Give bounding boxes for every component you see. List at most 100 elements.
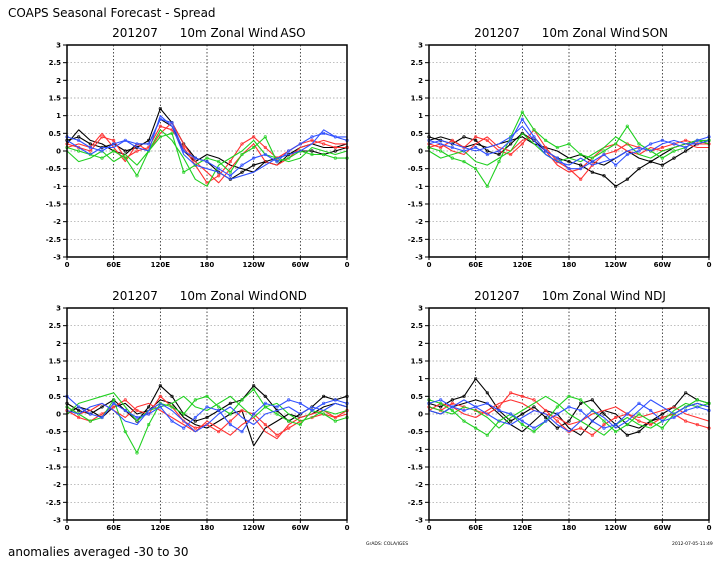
data-point: [228, 401, 232, 406]
data-point: [100, 405, 104, 409]
data-point: [590, 170, 594, 174]
series-line: [428, 125, 710, 166]
data-point: [310, 149, 314, 153]
y-tick-label: -2: [53, 481, 61, 489]
data-point: [450, 145, 454, 150]
data-point: [532, 398, 536, 402]
data-point: [660, 156, 664, 160]
data-point: [485, 433, 489, 437]
data-point: [660, 145, 664, 150]
x-tick-label: 0: [427, 261, 432, 269]
data-point: [532, 128, 536, 132]
data-point: [135, 408, 139, 413]
series-line: [428, 399, 710, 426]
data-point: [135, 149, 139, 153]
data-point: [170, 394, 174, 398]
data-point: [485, 184, 489, 188]
data-point: [590, 419, 594, 423]
data-point: [672, 142, 676, 146]
data-point: [263, 423, 267, 427]
data-point: [462, 149, 466, 153]
data-point: [450, 401, 454, 406]
data-point: [263, 135, 267, 139]
data-point: [660, 426, 664, 430]
data-point: [555, 426, 559, 430]
data-point: [602, 149, 606, 153]
data-point: [100, 135, 104, 139]
data-point: [263, 145, 267, 150]
data-point: [217, 174, 221, 178]
footer-timestamp: 2012-07-05-11:49: [672, 541, 713, 547]
data-point: [170, 121, 174, 125]
y-tick-label: -0.5: [408, 428, 423, 436]
data-point: [205, 181, 209, 185]
x-tick-label: 60W: [654, 261, 672, 269]
data-point: [287, 419, 291, 423]
data-point: [205, 394, 209, 398]
data-point: [240, 163, 244, 167]
data-point: [228, 160, 232, 164]
data-point: [310, 408, 314, 413]
data-point: [158, 135, 162, 139]
data-point: [112, 142, 116, 146]
data-point: [158, 405, 162, 409]
data-point: [322, 142, 326, 146]
data-point: [287, 156, 291, 160]
data-point: [544, 419, 548, 423]
data-point: [112, 398, 116, 402]
panel-title-part: 10m Zonal Wind: [542, 26, 641, 40]
data-point: [509, 412, 513, 416]
data-point: [450, 398, 454, 402]
x-tick-label: 60E: [468, 524, 483, 532]
data-point: [579, 426, 583, 430]
data-point: [88, 412, 92, 416]
data-point: [147, 423, 151, 427]
data-point: [567, 394, 571, 398]
y-tick-label: -1.5: [408, 201, 423, 209]
data-point: [135, 419, 139, 423]
data-point: [462, 419, 466, 423]
y-tick-label: -1: [53, 446, 61, 454]
x-tick-label: 0: [427, 524, 432, 532]
y-tick-label: -1: [53, 183, 61, 191]
data-point: [123, 156, 127, 160]
y-tick-label: -2.5: [46, 499, 61, 507]
data-point: [77, 138, 81, 142]
x-tick-label: 60W: [292, 261, 310, 269]
data-point: [135, 174, 139, 178]
data-point: [544, 149, 548, 153]
x-tick-label: 120W: [242, 524, 265, 532]
data-point: [579, 398, 583, 402]
data-point: [497, 149, 501, 153]
data-point: [695, 423, 699, 427]
panel-ond: 201207 10m Zonal Wind OND -3 -2.5 -2 -1.5 -1 -0.…: [46, 289, 350, 532]
data-point: [637, 167, 641, 171]
data-point: [474, 135, 478, 139]
series-line: [66, 129, 348, 187]
data-point: [497, 160, 501, 164]
data-point: [614, 184, 618, 188]
series-line: [66, 402, 348, 433]
plot-frame: [428, 307, 710, 521]
data-point: [520, 394, 524, 398]
data-point: [544, 408, 548, 413]
data-point: [298, 401, 302, 406]
data-point: [684, 138, 688, 142]
data-point: [497, 152, 501, 157]
y-tick-label: 3: [418, 305, 423, 313]
data-point: [532, 430, 536, 434]
data-point: [625, 124, 629, 128]
panel-title-part: 201207: [112, 289, 158, 303]
data-point: [520, 117, 524, 121]
plot-frame: [66, 44, 348, 258]
y-tick-label: 1: [418, 112, 423, 120]
data-point: [205, 423, 209, 427]
series-line: [66, 388, 348, 454]
y-tick-label: 2.5: [411, 322, 424, 330]
data-point: [228, 170, 232, 174]
data-point: [684, 145, 688, 150]
footer-credit: GrADS: COLA/IGES: [366, 541, 408, 547]
data-point: [637, 149, 641, 153]
data-point: [240, 430, 244, 434]
